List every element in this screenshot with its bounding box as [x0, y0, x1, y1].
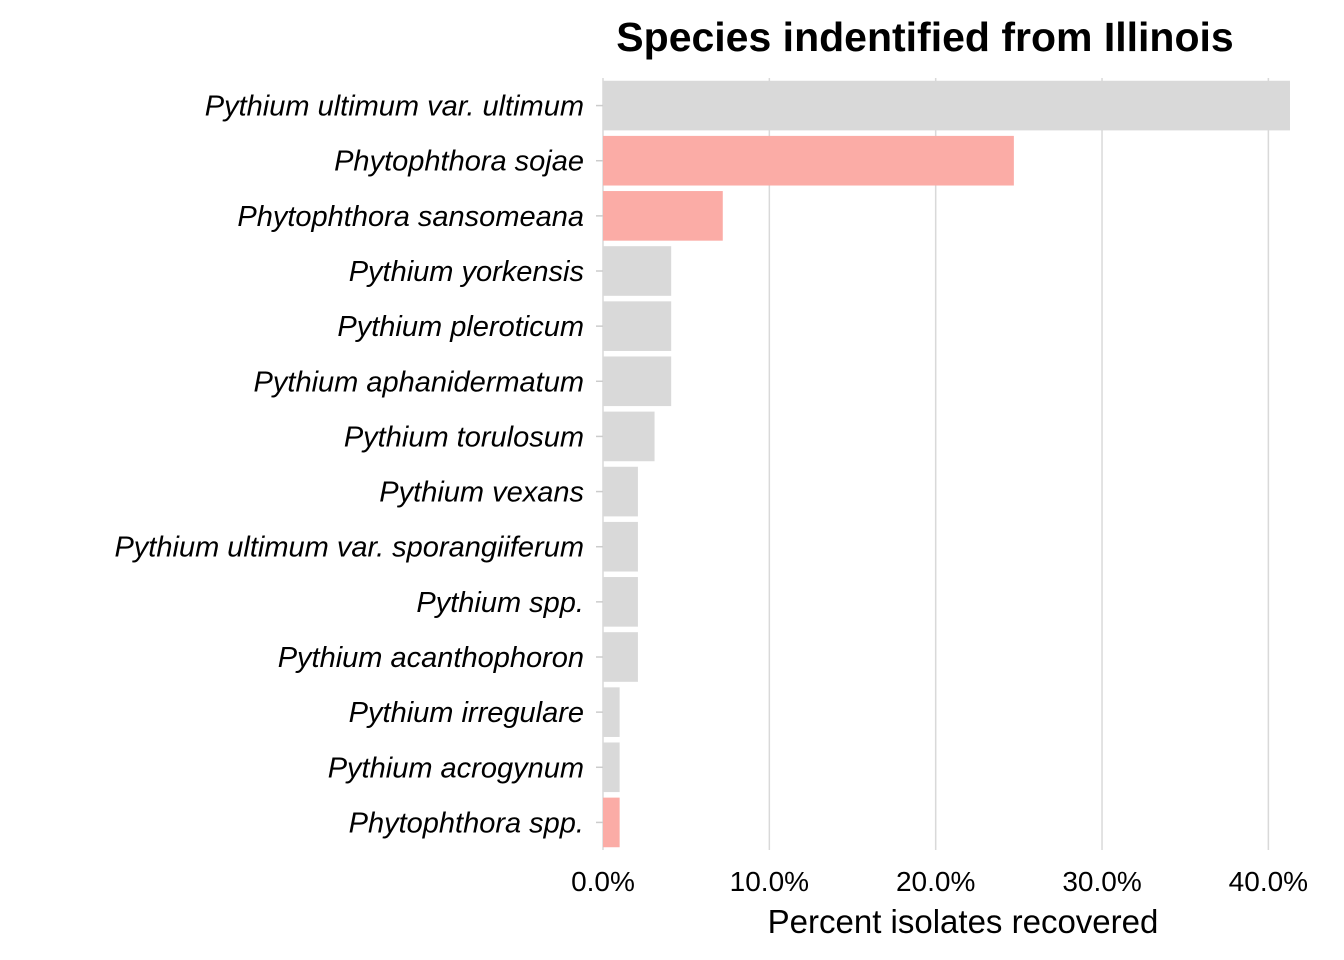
chart-title: Species indentified from Illinois	[616, 14, 1233, 60]
category-label: Pythium acrogynum	[328, 752, 584, 784]
bar	[603, 687, 620, 737]
bar	[603, 742, 620, 793]
x-tick-label: 10.0%	[730, 866, 809, 897]
category-label: Pythium torulosum	[344, 421, 584, 453]
bar	[603, 135, 1014, 186]
category-label: Phytophthora spp.	[349, 807, 584, 839]
category-label: Pythium acanthophoron	[278, 642, 584, 674]
bar	[603, 632, 638, 682]
y-axis-ticks	[596, 104, 603, 824]
bar	[603, 301, 672, 351]
bar	[603, 246, 672, 296]
bar	[603, 466, 638, 517]
bar	[603, 80, 1290, 131]
bar	[603, 411, 655, 462]
category-label: Pythium irregulare	[349, 697, 584, 729]
category-label: Pythium aphanidermatum	[254, 366, 584, 398]
category-labels: Pythium ultimum var. ultimum Phytophthora…	[114, 91, 584, 840]
x-tick-label: 20.0%	[896, 866, 975, 897]
category-label: Phytophthora sojae	[334, 146, 584, 178]
x-tick-label: 0.0%	[571, 866, 635, 897]
category-label: Pythium pleroticum	[337, 311, 584, 343]
bar	[603, 521, 638, 572]
category-label: Pythium ultimum var. sporangiiferum	[114, 532, 584, 564]
bar	[603, 356, 672, 407]
bar	[603, 577, 638, 627]
x-tick-labels: 0.0% 10.0% 20.0% 30.0% 40.0%	[571, 866, 1308, 897]
category-label: Pythium yorkensis	[349, 256, 584, 288]
category-label: Pythium ultimum var. ultimum	[205, 91, 584, 123]
category-label: Pythium spp.	[416, 587, 584, 619]
bar	[603, 797, 620, 848]
bars	[603, 80, 1290, 848]
category-label: Phytophthora sansomeana	[237, 201, 584, 233]
category-label: Pythium vexans	[379, 477, 584, 509]
x-tick-label: 30.0%	[1062, 866, 1141, 897]
x-tick-label: 40.0%	[1229, 866, 1308, 897]
bar	[603, 191, 723, 241]
x-axis-title: Percent isolates recovered	[768, 903, 1159, 940]
